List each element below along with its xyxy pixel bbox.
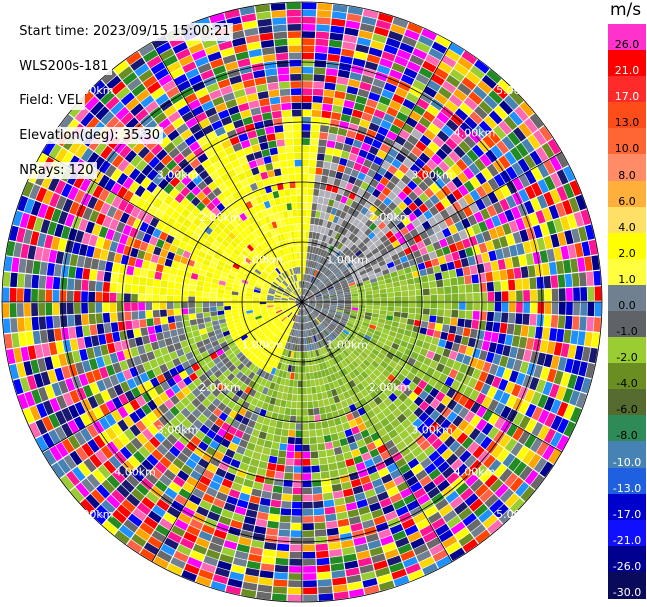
colorbar-tick-label: -13.0 <box>612 481 642 495</box>
range-ring-label: 1.00km <box>242 338 284 351</box>
range-ring-label: 2.00km <box>199 211 241 224</box>
colorbar-tick-label: -30.0 <box>612 585 642 599</box>
instrument-name: WLS200s-181 <box>19 57 112 76</box>
colorbar-segment <box>608 571 646 599</box>
colorbar-tick-label: -17.0 <box>612 507 642 521</box>
colorbar-segment <box>608 50 646 78</box>
colorbar-segment <box>608 180 646 208</box>
azimuth-spoke <box>301 151 563 303</box>
range-ring-label: 1.00km <box>242 254 284 267</box>
colorbar-segment <box>608 258 646 286</box>
field-name: Field: VEL <box>19 92 86 110</box>
colorbar-tick-label: -8.0 <box>616 429 638 443</box>
range-ring-label: 1.00km <box>326 254 368 267</box>
colorbar-tick-label: 8.0 <box>618 168 636 182</box>
colorbar-segment <box>608 128 646 156</box>
range-ring-label: 4.00km <box>114 466 156 479</box>
colorbar-segment <box>608 311 646 338</box>
azimuth-spoke <box>301 301 563 453</box>
range-ring-label: 4.00km <box>454 126 496 139</box>
colorbar-tick-label: 4.0 <box>618 220 636 234</box>
range-ring-label: 1.00km <box>326 338 368 351</box>
range-ring-label: 3.00km <box>157 423 199 436</box>
colorbar-segment <box>608 519 646 547</box>
range-ring-label: 3.00km <box>157 169 199 182</box>
colorbar-tick-label: -4.0 <box>616 377 638 391</box>
colorbar-segment <box>608 467 646 495</box>
range-ring-label: 3.00km <box>411 423 453 436</box>
colorbar-tick-label: 6.0 <box>618 194 636 208</box>
nrays: NRays: 120 <box>19 161 97 179</box>
start-time: Start time: 2023/09/15 15:00:21 <box>19 23 234 41</box>
colorbar-tick-label: -6.0 <box>616 403 638 417</box>
colorbar-segment <box>608 24 646 51</box>
colorbar-tick-label: 26.0 <box>614 38 640 52</box>
colorbar-tick-label: 2.0 <box>618 246 636 260</box>
colorbar-segment <box>608 389 646 417</box>
range-ring-label: 5.00km <box>496 84 538 97</box>
colorbar-tick-label: -21.0 <box>612 533 642 547</box>
azimuth-spoke <box>41 301 303 453</box>
colorbar-segment <box>608 493 646 521</box>
range-ring-label: 5.00km <box>72 508 114 521</box>
colorbar-tick-label: 10.0 <box>614 142 640 156</box>
range-ring-label: 2.00km <box>369 211 411 224</box>
azimuth-spoke <box>301 41 453 303</box>
range-ring-label: 3.00km <box>411 169 453 182</box>
azimuth-spoke <box>151 301 303 563</box>
colorbar-segment <box>608 232 646 260</box>
colorbar-tick-label: 0.0 <box>618 298 636 312</box>
elevation: Elevation(deg): 35.30 <box>19 127 164 145</box>
colorbar-segment <box>608 154 646 182</box>
colorbar-segment <box>608 545 646 573</box>
range-ring-label: 4.00km <box>454 466 496 479</box>
range-ring-label: 2.00km <box>369 381 411 394</box>
colorbar-segment <box>608 102 646 130</box>
colorbar-tick-label: 1.0 <box>618 272 636 286</box>
colorbar-segment <box>608 415 646 443</box>
colorbar-tick-label: -2.0 <box>616 351 638 365</box>
colorbar-segment <box>608 284 646 312</box>
range-ring-label: 5.00km <box>496 508 538 521</box>
colorbar-tick-label: -1.0 <box>616 325 638 339</box>
colorbar-segment <box>608 206 646 234</box>
range-ring-label: 2.00km <box>199 381 241 394</box>
colorbar-segment <box>608 441 646 469</box>
colorbar-tick-label: 17.0 <box>614 90 640 104</box>
colorbar-tick-label: -10.0 <box>612 455 642 469</box>
azimuth-spoke <box>301 301 453 563</box>
colorbar-tick-label: -26.0 <box>612 559 642 573</box>
colorbar-tick-label: 13.0 <box>614 116 640 130</box>
colorbar-segment <box>608 363 646 391</box>
colorbar-unit: m/s <box>610 0 642 20</box>
azimuth-spoke <box>151 41 303 303</box>
metadata-block: Start time: 2023/09/15 15:00:21 WLS200s-… <box>11 6 234 179</box>
colorbar-tick-label: 21.0 <box>614 64 640 78</box>
colorbar-segment <box>608 76 646 104</box>
colorbar-segment <box>608 337 646 365</box>
